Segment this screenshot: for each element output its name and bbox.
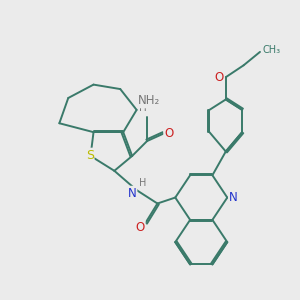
Text: S: S [86,148,94,162]
Text: H: H [139,178,146,188]
Text: H: H [139,103,146,113]
Text: N: N [128,187,136,200]
Text: O: O [136,221,145,234]
Text: NH₂: NH₂ [137,94,160,107]
Text: O: O [214,71,224,84]
Text: CH₃: CH₃ [262,44,280,55]
Text: O: O [164,127,173,140]
Text: N: N [229,191,238,204]
